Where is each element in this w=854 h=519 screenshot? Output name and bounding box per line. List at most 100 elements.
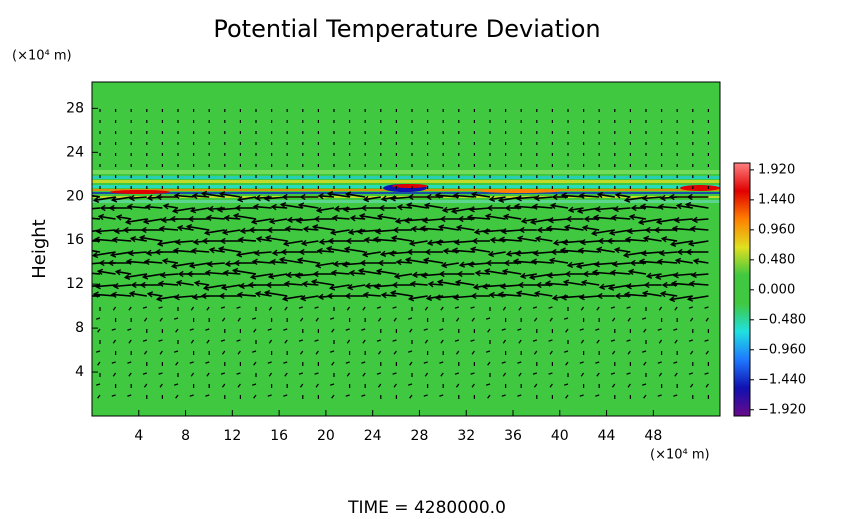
wind-vector: [364, 238, 381, 242]
wind-arrowhead: [299, 193, 306, 201]
wind-vector: [111, 361, 116, 364]
wind-arrowhead: [249, 273, 257, 280]
wind-vector: [443, 207, 459, 212]
wind-arrowhead: [207, 205, 214, 213]
wind-arrowhead: [129, 235, 137, 243]
wind-arrowhead: [82, 262, 86, 267]
wind-vector: [395, 273, 413, 278]
wind-vector: [563, 240, 584, 244]
wind-vector: [299, 317, 304, 322]
wind-arrowhead: [294, 272, 301, 279]
wind-vector: [521, 273, 537, 278]
wind-arrowhead: [92, 291, 99, 298]
wind-vector: [565, 394, 569, 399]
wind-arrowhead: [564, 270, 571, 278]
wind-vector: [175, 394, 179, 399]
wind-vector: [253, 394, 257, 399]
wind-arrowhead: [436, 279, 444, 286]
wind-vector: [376, 306, 381, 309]
wind-arrowhead: [326, 292, 333, 300]
wind-arrowhead: [142, 218, 150, 225]
colorbar-tick-label: 1.920: [758, 162, 795, 177]
wind-vector: [597, 248, 615, 253]
wind-arrowhead: [689, 225, 696, 233]
colorbar-tick-label: 1.440: [758, 192, 795, 207]
wind-vector: [254, 251, 272, 255]
wind-arrowhead: [453, 239, 460, 246]
wind-vector: [345, 247, 366, 253]
wind-vector: [471, 383, 475, 388]
wind-vector: [283, 361, 288, 364]
wind-arrowhead: [435, 239, 442, 246]
wind-arrowhead: [255, 236, 263, 243]
wind-arrowhead: [377, 259, 384, 267]
wind-arrowhead: [470, 292, 477, 300]
wind-vector: [689, 317, 694, 322]
wind-vector: [501, 284, 522, 288]
wind-arrowhead: [159, 271, 166, 279]
wind-vector: [517, 328, 522, 331]
wind-vector: [268, 372, 273, 377]
wind-arrowhead: [427, 281, 434, 288]
wind-vector: [409, 361, 413, 366]
wind-arrowhead: [374, 228, 381, 235]
wind-arrowhead: [154, 248, 161, 256]
wind-arrowhead: [423, 202, 431, 209]
wind-vector: [128, 251, 147, 255]
wind-arrowhead: [626, 227, 633, 235]
wind-arrowhead: [315, 206, 323, 214]
wind-vector: [317, 249, 335, 253]
wind-arrowhead: [505, 250, 513, 257]
wind-arrowhead: [297, 202, 305, 209]
wind-vector: [361, 328, 366, 331]
wind-vector: [392, 372, 397, 375]
wind-arrowhead: [223, 214, 230, 222]
wind-vector: [253, 328, 257, 333]
wind-vector: [360, 214, 381, 220]
wind-vector: [705, 383, 709, 388]
wind-vector: [158, 306, 163, 309]
wind-vector: [237, 383, 241, 388]
wind-vector: [144, 218, 163, 223]
wind-arrowhead: [559, 247, 566, 254]
wind-vector: [641, 205, 662, 209]
wind-vector: [595, 394, 600, 397]
wind-vector: [363, 251, 381, 256]
wind-arrowhead: [409, 280, 416, 288]
wind-arrowhead: [216, 206, 223, 213]
wind-arrowhead: [536, 226, 543, 234]
wind-vector: [440, 339, 444, 344]
wind-arrowhead: [395, 258, 402, 266]
wind-vector: [626, 372, 631, 375]
wind-vector: [610, 229, 631, 235]
wind-arrowhead: [264, 235, 272, 242]
wind-vector: [112, 339, 117, 344]
wind-vector: [175, 240, 194, 244]
chart-title: Potential Temperature Deviation: [213, 15, 600, 43]
wind-arrowhead: [113, 227, 120, 235]
colorbar-tick-label: −0.960: [758, 342, 806, 357]
wind-vector: [378, 215, 397, 220]
wind-vector: [317, 207, 335, 212]
wind-arrowhead: [578, 192, 585, 199]
wind-vector: [439, 328, 444, 331]
wind-vector: [424, 306, 429, 311]
wind-vector: [127, 328, 132, 331]
wind-vector: [112, 238, 132, 242]
wind-vector: [349, 229, 366, 234]
wind-vector: [206, 372, 210, 377]
wind-vector: [237, 317, 241, 322]
wind-vector: [270, 260, 288, 264]
wind-vector: [688, 339, 693, 342]
wind-arrowhead: [344, 191, 352, 198]
wind-arrowhead: [128, 194, 135, 202]
wind-vector: [158, 372, 163, 375]
wind-arrowhead: [122, 226, 129, 234]
wind-vector: [630, 215, 647, 220]
wind-vector: [489, 293, 506, 297]
wind-vector: [674, 339, 678, 344]
wind-vector: [658, 372, 663, 377]
wind-vector: [392, 306, 397, 309]
wind-vector: [252, 317, 257, 320]
wind-vector: [595, 361, 600, 364]
